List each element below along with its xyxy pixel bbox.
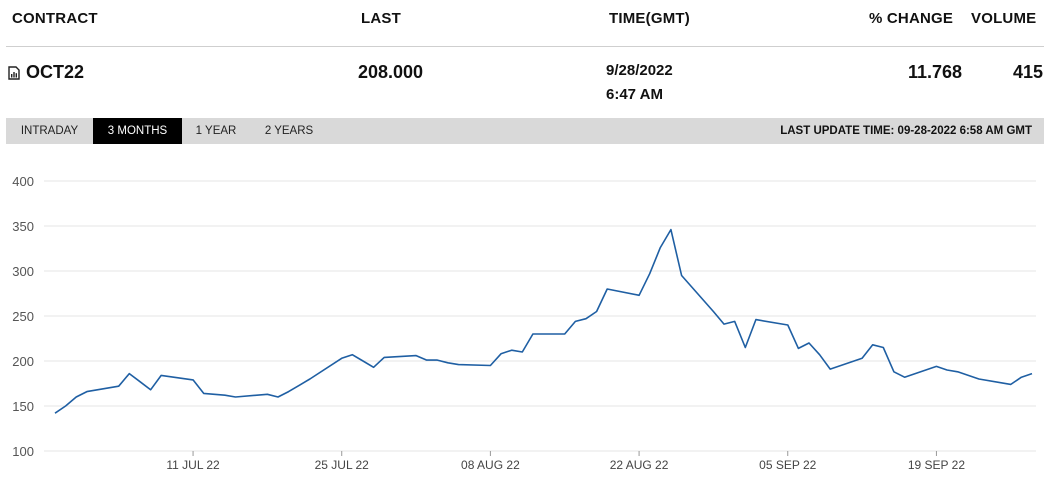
tab-3-months[interactable]: 3 MONTHS [93, 118, 182, 144]
column-header-pct-change: % CHANGE [869, 10, 954, 27]
y-tick-label: 200 [12, 354, 34, 369]
x-tick-label: 22 AUG 22 [610, 458, 669, 472]
x-tick-label: 08 AUG 22 [461, 458, 520, 472]
y-tick-label: 400 [12, 174, 34, 189]
column-header-contract: CONTRACT [12, 10, 98, 27]
column-header-time: TIME(GMT) [609, 10, 690, 27]
last-update-time: LAST UPDATE TIME: 09-28-2022 6:58 AM GMT [780, 125, 1032, 137]
tab-intraday[interactable]: INTRADAY [20, 125, 79, 137]
column-header-last: LAST [361, 10, 401, 27]
last-price: 208.000 [358, 62, 424, 82]
trade-time: 6:47 AM [606, 86, 663, 103]
trade-date: 9/28/2022 [606, 62, 673, 79]
tab-1-year[interactable]: 1 YEAR [195, 125, 237, 137]
header-divider [6, 46, 1044, 47]
x-tick-label: 11 JUL 22 [166, 458, 220, 472]
price-chart[interactable]: 100 150 200 250 300 350 400 11 JUL 22 25 JUL 22 0… [0, 150, 1056, 485]
y-tick-label: 300 [12, 264, 34, 279]
x-tick-label: 19 SEP 22 [908, 458, 965, 472]
contract-name[interactable]: OCT22 [26, 62, 85, 82]
document-chart-icon[interactable] [8, 66, 20, 80]
y-tick-label: 250 [12, 309, 34, 324]
tab-2-years[interactable]: 2 YEARS [264, 125, 314, 137]
y-tick-label: 350 [12, 219, 34, 234]
x-tick-label: 25 JUL 22 [315, 458, 370, 472]
pct-change-value: 11.768 [908, 62, 963, 82]
volume-value: 415 [1013, 62, 1044, 82]
y-tick-label: 100 [12, 444, 34, 459]
price-series-line[interactable] [54, 228, 1033, 414]
y-tick-label: 150 [12, 399, 34, 414]
column-header-volume: VOLUME [971, 10, 1037, 27]
range-toolbar: INTRADAY 3 MONTHS 1 YEAR 2 YEARS LAST UP… [6, 118, 1044, 144]
x-tick-label: 05 SEP 22 [759, 458, 816, 472]
